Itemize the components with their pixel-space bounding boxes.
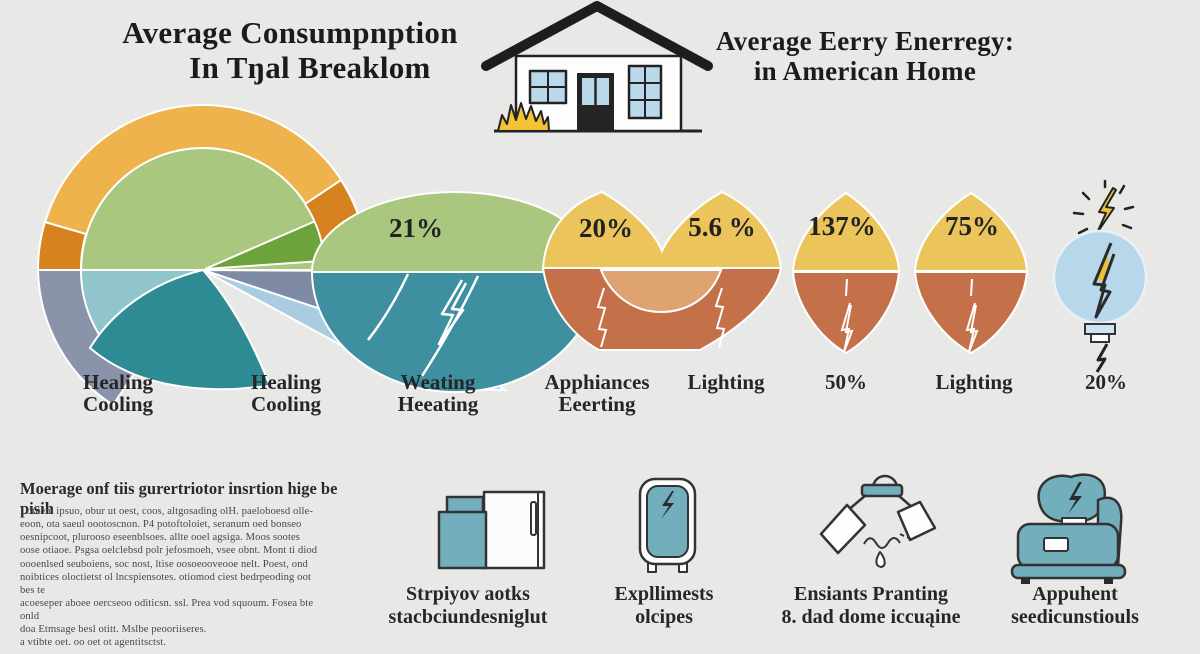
category-label-3: Weating Heeating <box>397 370 479 416</box>
spark-bolt-icon <box>1096 187 1117 234</box>
lens-75-shape <box>913 191 1029 355</box>
lightning-bolt-icon <box>437 279 468 346</box>
leaf-pair-yellow-top <box>541 190 783 269</box>
icon-label-1: Strpiyov aotks stacbciundesniglut <box>388 583 548 628</box>
leaf-zigzag-right <box>714 287 726 349</box>
category-label-5: Lighting <box>687 370 765 394</box>
lens-75-terracotta <box>913 271 1029 355</box>
percent-value-lens-2: 75% <box>945 211 999 241</box>
category-label-7: Lighting <box>935 370 1013 394</box>
leaf-zigzag-left <box>596 287 608 348</box>
right-window-icon <box>627 64 663 120</box>
title-right: Average Eerry Enerregy: in American Home <box>690 26 1040 86</box>
door-icon <box>577 73 614 131</box>
title-right-line1: Average Eerry Enerregy: <box>715 26 1015 56</box>
icon-label-3: Ensiants Pranting 8. dad dome iccuąine <box>781 583 961 628</box>
lens-75-zigzag <box>965 278 979 353</box>
fridge-icon <box>437 490 546 570</box>
light-bulb-icon <box>1052 179 1148 373</box>
title-left: Average Consumpnption In Tŋal Breaklom <box>90 15 490 85</box>
leaf-pair-peach-u <box>599 269 723 314</box>
footer-heading: Moerage onf tiis gurertriotor insrtion h… <box>20 479 338 518</box>
percent-value-donut: 21% <box>389 213 443 243</box>
bulb-bolt-icon <box>1092 242 1116 319</box>
water-squiggle-icon <box>863 537 901 549</box>
water-heater-icon <box>638 477 697 573</box>
donut-gap-triangle <box>205 272 378 390</box>
percent-value-leaf-1: 20% <box>579 213 633 243</box>
title-left-line2: In Tŋal Breaklom <box>189 49 431 85</box>
lamp-shade-right <box>896 500 937 542</box>
left-window-icon <box>528 69 568 105</box>
category-label-4: Apphiances Eeerting <box>544 370 650 416</box>
lamp-shade-left <box>819 503 867 555</box>
donut-darkteal-leaf <box>88 268 272 391</box>
category-label-6: 50% <box>825 370 867 394</box>
percent-value-lens-1: 137% <box>808 211 876 241</box>
lamp-fixture-icon <box>819 474 937 568</box>
lens-137-yellow <box>791 191 901 272</box>
title-right-line2: in American Home <box>753 56 977 87</box>
water-droplet-icon <box>875 551 886 568</box>
bulb-bolt-yellow-fill <box>1097 252 1109 281</box>
footer-body-text: Lorcem ipsuo, obur ut oest, coos, altgos… <box>20 506 318 649</box>
armchair-base <box>1010 563 1127 580</box>
lens-137-terracotta <box>791 271 901 355</box>
lens-75-yellow <box>913 191 1029 272</box>
house-icon <box>481 1 713 133</box>
category-label-8: 20% <box>1085 370 1127 394</box>
category-label-1: Healing Cooling <box>82 370 154 416</box>
icon-label-2: Expllimests olcipes <box>614 583 714 628</box>
lens-137-zigzag <box>840 278 854 353</box>
lens-137-shape <box>791 191 901 355</box>
leaf-pair-shape <box>541 190 783 351</box>
spark-rays-icon <box>1072 179 1135 235</box>
circle-21-shape <box>310 191 600 393</box>
bulb-base-bottom <box>1090 333 1110 343</box>
title-left-line1: Average Consumpnption <box>122 15 458 50</box>
donut-orange-segment-left <box>36 220 88 271</box>
bulb-tail-bolt-icon <box>1095 343 1109 373</box>
armchair-bolt-icon <box>1068 482 1082 514</box>
bulb-base-top <box>1084 323 1116 335</box>
percent-value-leaf-2: 5.6 % <box>688 212 756 242</box>
category-label-2: Healing Cooling <box>250 370 322 416</box>
icon-label-4: Appuhent seedicunstiouls <box>1011 583 1139 628</box>
armchair-icon <box>1010 473 1127 584</box>
bush-icon <box>497 102 550 132</box>
circle-21-arc-line-1 <box>367 273 410 341</box>
